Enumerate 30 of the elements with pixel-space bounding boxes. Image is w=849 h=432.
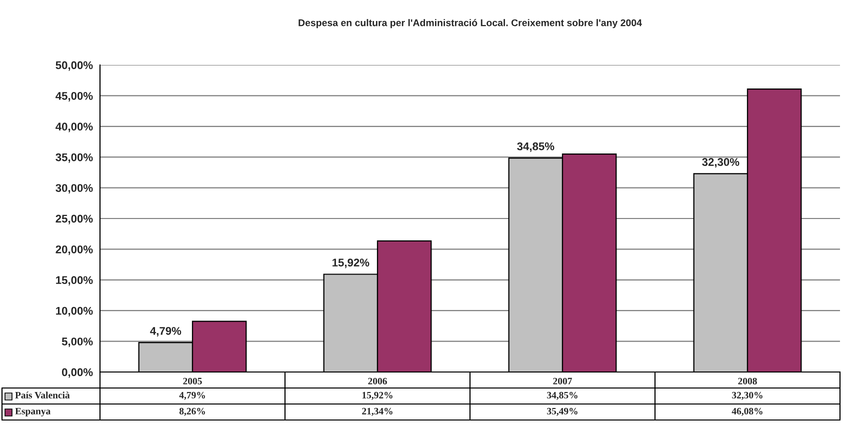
legend-label: País Valencià	[15, 392, 70, 398]
x-tick-label: 2005	[183, 378, 202, 384]
y-tick-label: 40,00%	[56, 122, 93, 132]
y-tick-label: 15,00%	[56, 276, 93, 286]
data-label: 35,49%	[547, 408, 578, 416]
annotation: 34,85%	[517, 142, 554, 152]
data-label: 4,79%	[179, 392, 205, 400]
y-tick-label: 0,00%	[62, 368, 93, 378]
y-tick-label: 25,00%	[56, 214, 93, 224]
data-label: 46,08%	[732, 408, 762, 416]
x-tick-label: 2007	[553, 378, 572, 384]
y-tick-label: 30,00%	[56, 184, 93, 194]
y-tick-label: 45,00%	[56, 92, 93, 102]
legend-label: Espanya	[15, 408, 51, 416]
y-tick-label: 50,00%	[56, 61, 93, 71]
y-tick-label: 5,00%	[62, 338, 93, 348]
data-label: 8,26%	[179, 408, 205, 416]
annotation: 4,79%	[150, 326, 182, 336]
x-tick-label: 2006	[368, 378, 387, 384]
y-tick-label: 35,00%	[56, 153, 93, 163]
x-tick-label: 2008	[738, 378, 757, 384]
annotation: 15,92%	[332, 258, 370, 268]
data-label: 34,85%	[547, 392, 578, 400]
y-tick-label: 10,00%	[56, 306, 93, 316]
data-label: 21,34%	[362, 408, 392, 416]
annotation: 32,30%	[702, 158, 740, 168]
chart-title: Despesa en cultura per l'Administració Local. Creixement sobre l'any 2004	[298, 18, 642, 28]
data-label: 15,92%	[362, 392, 392, 400]
data-label: 32,30%	[732, 392, 762, 400]
y-tick-label: 20,00%	[56, 245, 93, 255]
